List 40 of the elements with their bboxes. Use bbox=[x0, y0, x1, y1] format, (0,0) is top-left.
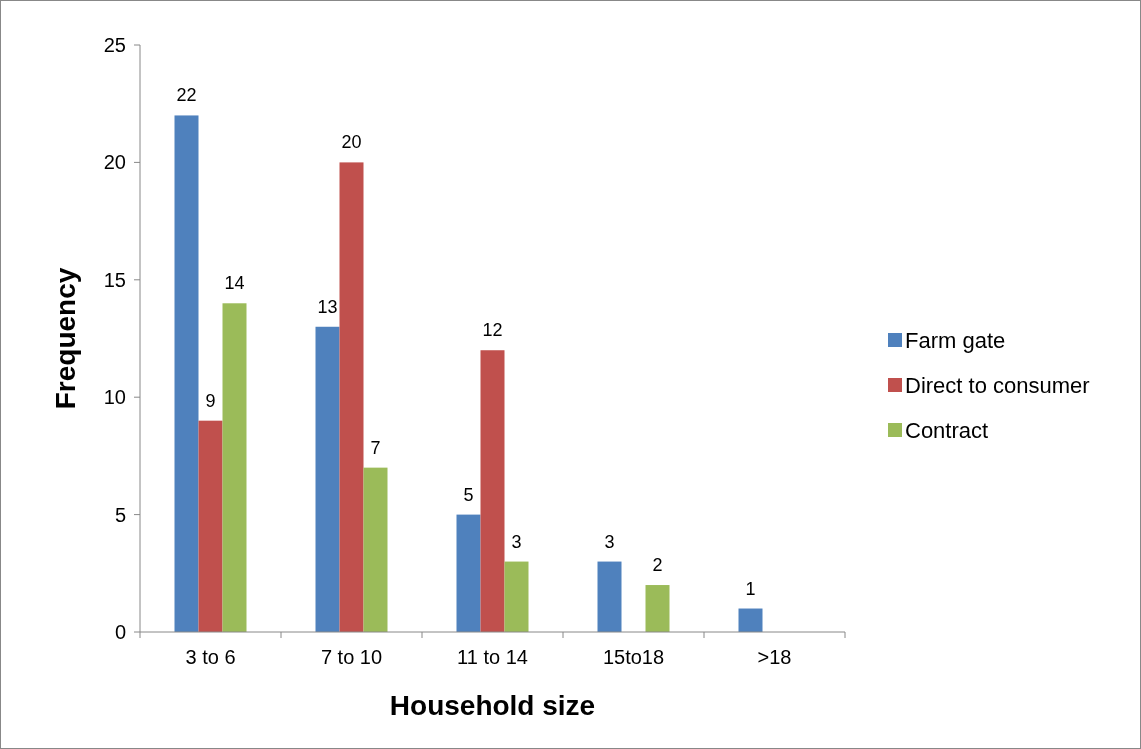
bar bbox=[597, 561, 622, 632]
x-tick-label: 15to18 bbox=[602, 646, 665, 668]
data-label: 3 bbox=[604, 531, 615, 552]
data-label: 1 bbox=[745, 578, 756, 599]
x-axis-title: Household size bbox=[389, 690, 596, 721]
y-axis-title: Frequency bbox=[50, 267, 81, 410]
y-tick-label: 5 bbox=[114, 503, 126, 526]
x-tick-label: 11 to 14 bbox=[457, 646, 528, 668]
data-label: 12 bbox=[482, 320, 503, 341]
data-label: 9 bbox=[205, 390, 216, 411]
x-tick-label: 7 to 10 bbox=[320, 646, 383, 668]
bar bbox=[315, 326, 340, 632]
legend-label: Direct to consumer bbox=[905, 372, 1090, 398]
bar bbox=[198, 420, 223, 632]
y-tick-label: 10 bbox=[103, 386, 126, 409]
data-label: 13 bbox=[317, 296, 338, 317]
data-label: 3 bbox=[511, 531, 522, 552]
data-label: 7 bbox=[370, 437, 381, 458]
bar bbox=[504, 561, 529, 632]
bar bbox=[738, 608, 763, 632]
bar bbox=[456, 514, 481, 632]
y-tick-label: 0 bbox=[114, 621, 126, 643]
data-label: 20 bbox=[341, 132, 362, 153]
x-tick-label: >18 bbox=[757, 646, 792, 668]
legend-label: Contract bbox=[905, 417, 989, 443]
bar bbox=[339, 162, 364, 632]
bar bbox=[174, 115, 199, 632]
y-tick-label: 25 bbox=[103, 34, 126, 56]
data-label: 22 bbox=[176, 85, 197, 106]
data-label: 2 bbox=[652, 555, 663, 576]
bar bbox=[222, 303, 247, 632]
bar bbox=[363, 467, 388, 632]
y-tick-label: 20 bbox=[103, 151, 126, 174]
bar bbox=[480, 350, 505, 632]
y-tick-label: 15 bbox=[103, 268, 126, 291]
bar bbox=[645, 585, 670, 632]
data-label: 14 bbox=[224, 273, 245, 294]
data-label: 5 bbox=[463, 484, 474, 505]
x-tick-label: 3 to 6 bbox=[185, 646, 236, 668]
legend-label: Farm gate bbox=[905, 327, 1006, 353]
